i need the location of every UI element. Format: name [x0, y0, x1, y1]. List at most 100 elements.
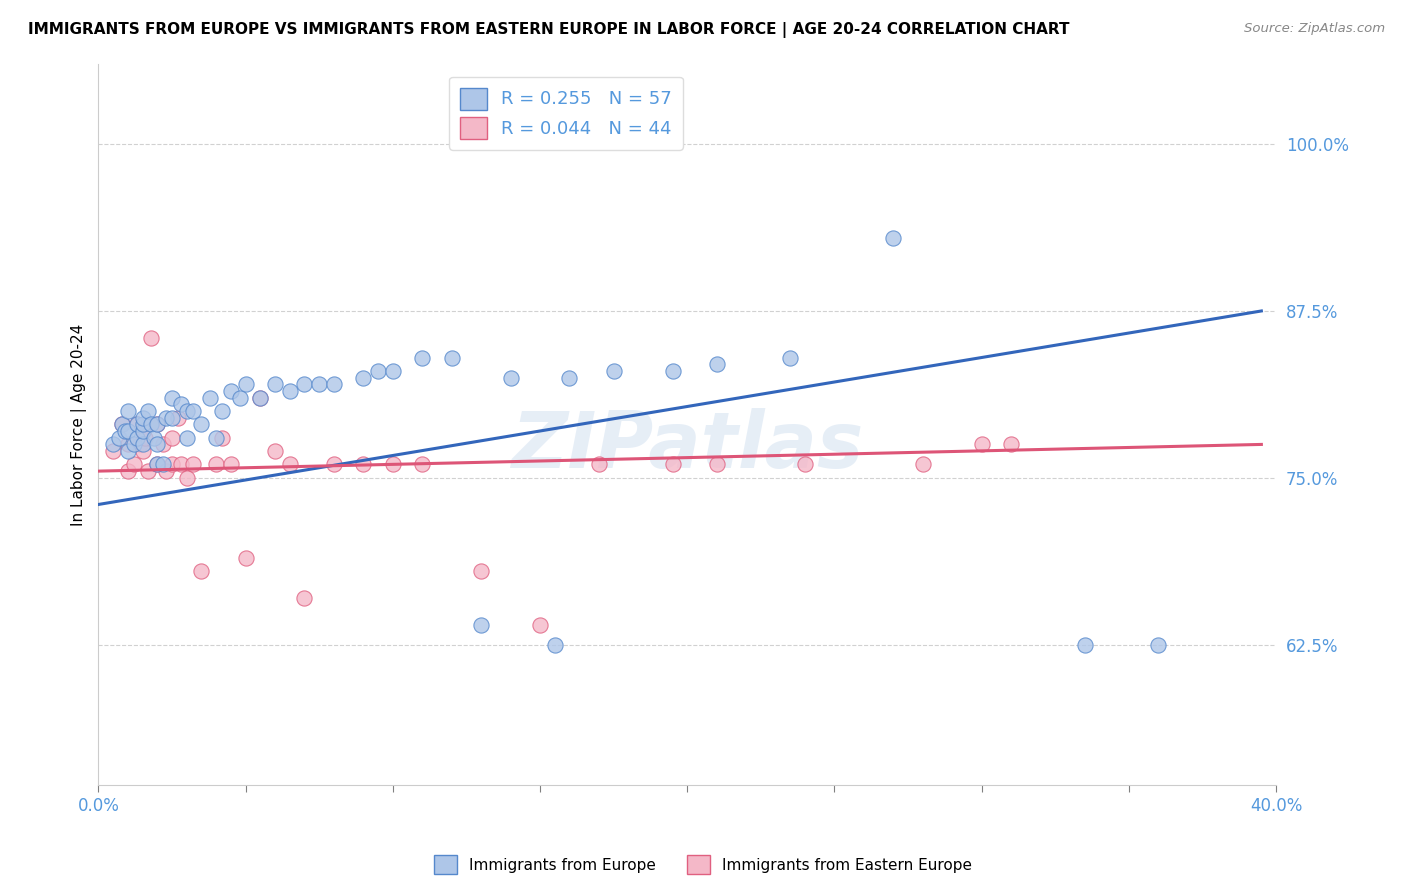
Point	[181, 404, 204, 418]
Point	[131, 424, 153, 438]
Point	[470, 564, 492, 578]
Point	[706, 458, 728, 472]
Point	[101, 444, 124, 458]
Point	[117, 437, 139, 451]
Point	[141, 417, 163, 432]
Point	[661, 364, 683, 378]
Point	[190, 564, 212, 578]
Point	[122, 458, 145, 472]
Point	[131, 410, 153, 425]
Point	[882, 230, 904, 244]
Point	[235, 377, 257, 392]
Point	[108, 431, 131, 445]
Point	[278, 458, 301, 472]
Point	[134, 431, 156, 445]
Point	[155, 410, 177, 425]
Point	[190, 417, 212, 432]
Point	[499, 370, 522, 384]
Point	[141, 331, 163, 345]
Point	[558, 370, 581, 384]
Point	[352, 370, 374, 384]
Point	[794, 458, 817, 472]
Point	[160, 458, 183, 472]
Point	[529, 617, 551, 632]
Legend: Immigrants from Europe, Immigrants from Eastern Europe: Immigrants from Europe, Immigrants from …	[427, 849, 979, 880]
Point	[278, 384, 301, 398]
Point	[381, 458, 404, 472]
Point	[249, 391, 271, 405]
Point	[155, 464, 177, 478]
Point	[117, 464, 139, 478]
Point	[588, 458, 610, 472]
Point	[219, 384, 242, 398]
Y-axis label: In Labor Force | Age 20-24: In Labor Force | Age 20-24	[72, 323, 87, 525]
Legend: R = 0.255   N = 57, R = 0.044   N = 44: R = 0.255 N = 57, R = 0.044 N = 44	[449, 77, 683, 150]
Point	[117, 444, 139, 458]
Point	[440, 351, 463, 365]
Point	[211, 404, 233, 418]
Point	[125, 417, 148, 432]
Point	[160, 391, 183, 405]
Point	[117, 424, 139, 438]
Point	[211, 431, 233, 445]
Point	[352, 458, 374, 472]
Point	[706, 357, 728, 371]
Point	[146, 417, 169, 432]
Point	[470, 617, 492, 632]
Point	[131, 444, 153, 458]
Point	[146, 417, 169, 432]
Point	[264, 377, 287, 392]
Point	[205, 431, 228, 445]
Point	[228, 391, 250, 405]
Point	[170, 458, 193, 472]
Point	[146, 437, 169, 451]
Point	[322, 458, 344, 472]
Point	[544, 638, 567, 652]
Point	[131, 437, 153, 451]
Point	[176, 404, 198, 418]
Point	[166, 410, 188, 425]
Point	[602, 364, 624, 378]
Point	[138, 464, 160, 478]
Point	[160, 410, 183, 425]
Point	[176, 471, 198, 485]
Text: ZIPatlas: ZIPatlas	[512, 408, 863, 484]
Point	[411, 458, 433, 472]
Point	[125, 417, 148, 432]
Point	[381, 364, 404, 378]
Point	[111, 417, 134, 432]
Point	[131, 417, 153, 432]
Point	[264, 444, 287, 458]
Point	[200, 391, 222, 405]
Point	[170, 397, 193, 411]
Point	[152, 437, 174, 451]
Point	[143, 431, 166, 445]
Point	[128, 437, 150, 451]
Point	[101, 437, 124, 451]
Point	[176, 431, 198, 445]
Point	[970, 437, 993, 451]
Point	[294, 591, 316, 605]
Point	[131, 424, 153, 438]
Point	[152, 458, 174, 472]
Text: IMMIGRANTS FROM EUROPE VS IMMIGRANTS FROM EASTERN EUROPE IN LABOR FORCE | AGE 20: IMMIGRANTS FROM EUROPE VS IMMIGRANTS FRO…	[28, 22, 1070, 38]
Point	[308, 377, 330, 392]
Point	[294, 377, 316, 392]
Point	[117, 404, 139, 418]
Point	[219, 458, 242, 472]
Point	[125, 431, 148, 445]
Point	[160, 431, 183, 445]
Point	[146, 458, 169, 472]
Point	[1073, 638, 1095, 652]
Point	[146, 458, 169, 472]
Point	[181, 458, 204, 472]
Point	[367, 364, 389, 378]
Point	[1147, 638, 1170, 652]
Point	[322, 377, 344, 392]
Point	[411, 351, 433, 365]
Point	[911, 458, 934, 472]
Point	[661, 458, 683, 472]
Point	[235, 550, 257, 565]
Point	[138, 404, 160, 418]
Point	[1000, 437, 1022, 451]
